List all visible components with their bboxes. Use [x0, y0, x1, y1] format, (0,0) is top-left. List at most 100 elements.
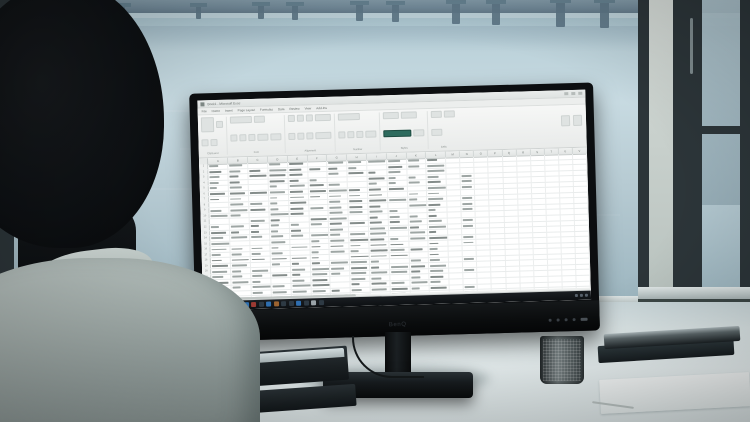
grid-cell[interactable]: [491, 266, 506, 272]
grid-cell[interactable]: [270, 256, 291, 262]
grid-cell[interactable]: [476, 234, 491, 239]
percent-button[interactable]: [347, 130, 355, 138]
grid-cell[interactable]: [531, 188, 546, 194]
grid-cell[interactable]: [446, 179, 462, 185]
grid-cell[interactable]: [289, 222, 310, 228]
grid-cell[interactable]: [389, 264, 410, 270]
grid-cell[interactable]: [350, 270, 371, 276]
grid-cell[interactable]: [505, 249, 520, 255]
grid-cell[interactable]: [209, 185, 230, 191]
grid-cell[interactable]: [429, 251, 450, 257]
grid-cell[interactable]: [519, 243, 534, 249]
window-controls[interactable]: [564, 91, 583, 96]
grid-cell[interactable]: [211, 257, 232, 264]
grid-cell[interactable]: [389, 269, 410, 275]
grid-cell[interactable]: [350, 265, 371, 271]
grid-cell[interactable]: [561, 264, 577, 270]
grid-cell[interactable]: [490, 217, 505, 222]
grid-cell[interactable]: [488, 172, 504, 178]
grid-cell[interactable]: [350, 259, 370, 265]
delete-cells-button[interactable]: [443, 110, 455, 118]
grid-cell[interactable]: [426, 174, 447, 180]
grid-cell[interactable]: [369, 231, 389, 237]
grid-cell[interactable]: [534, 276, 549, 282]
grid-cell[interactable]: [229, 190, 250, 196]
grid-cell[interactable]: [427, 179, 448, 185]
grid-cell[interactable]: [429, 274, 450, 280]
grid-cell[interactable]: [463, 267, 478, 273]
grid-cell[interactable]: [347, 181, 368, 188]
grid-cell[interactable]: [270, 250, 291, 256]
grid-cell[interactable]: [330, 287, 351, 293]
grid-cell[interactable]: [560, 198, 575, 204]
grid-cell[interactable]: [462, 239, 477, 245]
grid-cell[interactable]: [289, 239, 310, 245]
grid-cell[interactable]: [462, 234, 477, 240]
format-painter-icon[interactable]: [210, 138, 218, 146]
grid-cell[interactable]: [406, 169, 427, 175]
grid-cell[interactable]: [230, 240, 251, 246]
grid-cell[interactable]: [448, 223, 463, 229]
grid-cell[interactable]: [310, 260, 331, 266]
grid-cell[interactable]: [208, 163, 229, 169]
grid-cell[interactable]: [530, 154, 545, 160]
grid-cell[interactable]: [558, 159, 574, 165]
grid-cell[interactable]: [387, 191, 408, 198]
grid-cell[interactable]: [490, 222, 505, 228]
grid-cell[interactable]: [347, 176, 368, 182]
grid-cell[interactable]: [309, 227, 330, 233]
grid-cell[interactable]: [532, 215, 547, 221]
grid-cell[interactable]: [562, 281, 577, 287]
row-number[interactable]: 2: [199, 169, 209, 175]
grid-cell[interactable]: [532, 226, 547, 232]
grid-cell[interactable]: [329, 221, 350, 227]
grid-cell[interactable]: [562, 276, 577, 281]
grid-cell[interactable]: [427, 207, 448, 213]
grid-cell[interactable]: [348, 209, 369, 215]
grid-cell[interactable]: [461, 201, 476, 207]
grid-cell[interactable]: [350, 287, 371, 293]
grid-cell[interactable]: [270, 261, 291, 267]
grid-cell[interactable]: [504, 211, 519, 217]
grid-cell[interactable]: [519, 266, 534, 272]
grid-cell[interactable]: [530, 160, 546, 166]
row-number[interactable]: 9: [200, 208, 210, 214]
grid-cell[interactable]: [532, 221, 547, 227]
grid-cell[interactable]: [447, 196, 462, 201]
grid-cell[interactable]: [209, 196, 230, 203]
grid-cell[interactable]: [503, 177, 518, 183]
grid-cell[interactable]: [488, 161, 503, 167]
grid-cell[interactable]: [211, 263, 232, 269]
grid-cell[interactable]: [409, 257, 430, 264]
grid-cell[interactable]: [546, 215, 561, 221]
grid-cell[interactable]: [289, 216, 310, 223]
monitor-bezel-buttons[interactable]: [548, 317, 588, 322]
grid-cell[interactable]: [531, 182, 546, 188]
grid-cell[interactable]: [477, 272, 492, 278]
grid-cell[interactable]: [290, 261, 311, 267]
grid-cell[interactable]: [309, 238, 330, 244]
grid-cell[interactable]: [572, 153, 588, 159]
taskbar-icon-app-16[interactable]: [318, 300, 324, 306]
grid-cell[interactable]: [516, 166, 532, 172]
row-number[interactable]: 13: [200, 230, 211, 236]
grid-cell[interactable]: [519, 255, 534, 260]
row-number[interactable]: 15: [201, 241, 211, 247]
insert-cells-button[interactable]: [430, 110, 442, 118]
grid-cell[interactable]: [490, 244, 506, 250]
grid-cell[interactable]: [386, 164, 407, 170]
grid-cell[interactable]: [574, 220, 589, 226]
volume-icon[interactable]: [579, 293, 583, 297]
grid-cell[interactable]: [408, 213, 429, 219]
grid-cell[interactable]: [504, 238, 520, 244]
grid-cell[interactable]: [250, 245, 271, 251]
grid-cell[interactable]: [249, 206, 270, 213]
grid-cell[interactable]: [516, 155, 531, 161]
taskbar-icon-app-13[interactable]: [295, 300, 302, 306]
grid-cell[interactable]: [489, 194, 504, 200]
grid-cell[interactable]: [463, 262, 478, 268]
grid-cell[interactable]: [477, 283, 493, 289]
grid-cell[interactable]: [475, 189, 490, 195]
menu-tab-add-ins[interactable]: Add-Ins: [316, 105, 327, 111]
grid-cell[interactable]: [388, 219, 409, 225]
